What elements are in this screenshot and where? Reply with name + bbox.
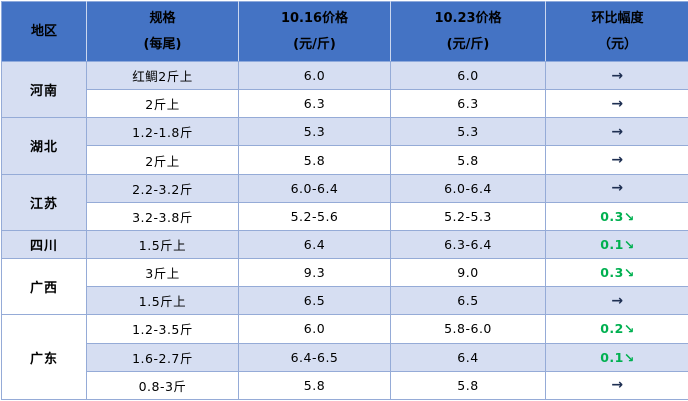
price-1016-cell: 5.8 xyxy=(238,145,391,175)
price-1016-cell: 6.4-6.5 xyxy=(238,342,391,372)
spec-cell: 1.5斤上 xyxy=(86,229,239,260)
table-header: 地区 规格 (每尾) 10.16价格 (元/斤) 10.23价格 (元/斤) 环… xyxy=(1,1,688,62)
region-cell-sichuan: 四川 xyxy=(1,229,87,260)
table-row: 四川 1.5斤上 6.4 6.3-6.4 0.1↘ xyxy=(1,229,688,260)
change-cell: → xyxy=(545,117,688,147)
table-row: 0.8-3斤 5.8 5.8 → xyxy=(2,370,688,401)
header-change: 环比幅度 （元） xyxy=(545,1,688,62)
change-cell: → xyxy=(545,89,688,119)
header-spec-unit: (每尾) xyxy=(143,37,182,52)
price-1023-cell: 5.3 xyxy=(390,117,546,147)
price-1023-cell: 6.3 xyxy=(390,89,546,119)
spec-cell: 1.2-3.5斤 xyxy=(86,314,239,344)
header-region-label: 地区 xyxy=(30,24,57,39)
region-cell-hubei: 湖北 xyxy=(1,117,87,175)
header-price-1016-unit: (元/斤) xyxy=(293,37,336,52)
table-row: 2斤上 5.8 5.8 → xyxy=(2,145,688,175)
header-region: 地区 xyxy=(1,1,87,62)
table-row: 2斤上 6.3 6.3 → xyxy=(2,89,688,119)
price-1023-cell: 6.0-6.4 xyxy=(390,173,546,203)
spec-cell: 1.5斤上 xyxy=(86,286,239,316)
change-cell: → xyxy=(545,370,688,401)
price-1016-cell: 6.4 xyxy=(238,229,391,260)
header-spec-label: 规格 xyxy=(149,11,176,26)
spec-cell: 2.2-3.2斤 xyxy=(86,173,239,203)
header-price-1023-label: 10.23价格 xyxy=(434,11,502,26)
spec-cell: 3斤上 xyxy=(86,258,239,288)
header-row: 地区 规格 (每尾) 10.16价格 (元/斤) 10.23价格 (元/斤) 环… xyxy=(1,1,688,62)
price-1016-cell: 9.3 xyxy=(238,258,391,288)
spec-cell: 1.6-2.7斤 xyxy=(86,342,239,372)
price-1016-cell: 6.0 xyxy=(238,60,391,91)
price-1023-cell: 5.8-6.0 xyxy=(390,314,546,344)
price-1023-cell: 6.5 xyxy=(390,286,546,316)
change-cell: → xyxy=(545,286,688,316)
table-row: 湖北 1.2-1.8斤 5.3 5.3 → xyxy=(1,117,688,175)
header-price-1023: 10.23价格 (元/斤) xyxy=(390,1,546,62)
price-1016-cell: 5.3 xyxy=(238,117,391,147)
price-1016-cell: 6.5 xyxy=(238,286,391,316)
price-1016-cell: 6.0 xyxy=(238,314,391,344)
spec-cell: 0.8-3斤 xyxy=(86,370,239,401)
change-cell: 0.2↘ xyxy=(545,314,688,344)
spec-cell: 红鲷2斤上 xyxy=(86,60,239,91)
header-change-unit: （元） xyxy=(597,37,637,52)
price-1023-cell: 5.8 xyxy=(390,145,546,175)
region-cell-guangxi: 广西 xyxy=(1,258,87,316)
region-cell-henan: 河南 xyxy=(1,60,87,119)
table-row: 3.2-3.8斤 5.2-5.6 5.2-5.3 0.3↘ xyxy=(2,201,688,231)
change-cell: → xyxy=(545,60,688,91)
table-row: 河南 红鲷2斤上 6.0 6.0 → xyxy=(1,60,688,119)
table-row: 1.5斤上 6.5 6.5 → xyxy=(2,286,688,316)
change-cell: → xyxy=(545,173,688,203)
change-cell: 0.1↘ xyxy=(545,229,688,260)
price-1023-cell: 6.0 xyxy=(390,60,546,91)
price-1023-cell: 9.0 xyxy=(390,258,546,288)
table-row: 广西 3斤上 9.3 9.0 0.3↘ xyxy=(1,258,688,316)
region-cell-guangdong: 广东 xyxy=(1,314,87,400)
price-1023-cell: 6.4 xyxy=(390,342,546,372)
region-cell-jiangsu: 江苏 xyxy=(1,173,87,231)
change-cell: → xyxy=(545,145,688,175)
header-change-label: 环比幅度 xyxy=(591,11,644,26)
table-row: 广东 1.2-3.5斤 6.0 5.8-6.0 0.2↘ xyxy=(1,314,688,400)
price-1016-cell: 6.3 xyxy=(238,89,391,119)
table-row: 1.6-2.7斤 6.4-6.5 6.4 0.1↘ xyxy=(2,342,688,372)
spec-cell: 1.2-1.8斤 xyxy=(86,117,239,147)
table-row: 江苏 2.2-3.2斤 6.0-6.4 6.0-6.4 → xyxy=(1,173,688,231)
change-cell: 0.3↘ xyxy=(545,201,688,231)
change-cell: 0.3↘ xyxy=(545,258,688,288)
price-1016-cell: 5.8 xyxy=(238,370,391,401)
table-body: 河南 红鲷2斤上 6.0 6.0 → 2斤上 6.3 6.3 → 湖北 1.2-… xyxy=(1,60,688,401)
price-1023-cell: 5.2-5.3 xyxy=(390,201,546,231)
change-cell: 0.1↘ xyxy=(545,342,688,372)
header-price-1016-label: 10.16价格 xyxy=(280,11,349,26)
price-1023-cell: 5.8 xyxy=(390,370,546,401)
spec-cell: 2斤上 xyxy=(86,89,239,119)
price-1016-cell: 5.2-5.6 xyxy=(238,201,391,231)
spec-cell: 3.2-3.8斤 xyxy=(86,201,239,231)
price-1016-cell: 6.0-6.4 xyxy=(238,173,391,203)
price-1023-cell: 6.3-6.4 xyxy=(390,229,546,260)
spec-cell: 2斤上 xyxy=(86,145,239,175)
header-price-1023-unit: (元/斤) xyxy=(446,37,490,52)
header-spec: 规格 (每尾) xyxy=(86,1,239,62)
header-price-1016: 10.16价格 (元/斤) xyxy=(238,1,391,62)
